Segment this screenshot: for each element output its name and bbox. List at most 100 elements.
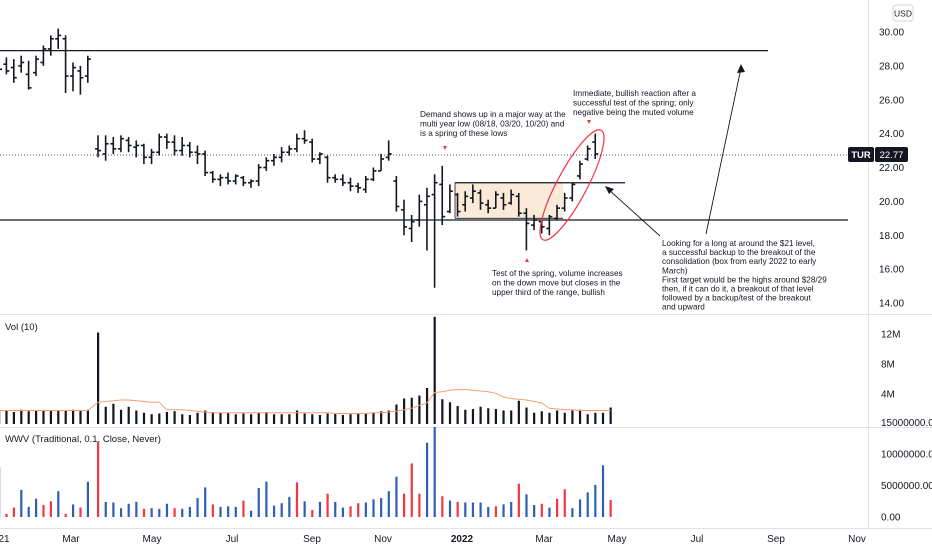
wwv-bar bbox=[342, 508, 344, 517]
price-pane[interactable] bbox=[0, 0, 868, 314]
volume-bar bbox=[227, 413, 229, 424]
wwv-bar bbox=[495, 506, 497, 517]
volume-bar bbox=[548, 413, 550, 424]
volume-bar bbox=[464, 410, 466, 424]
wwv-tick-label: 10000000.00 bbox=[881, 450, 932, 461]
time-tick-label: Mar bbox=[535, 534, 553, 545]
volume-bar bbox=[235, 414, 237, 424]
wwv-axis: 15000000.0010000000.005000000.000.00 bbox=[881, 418, 932, 524]
volume-bar bbox=[587, 414, 589, 424]
volume-bar bbox=[128, 407, 130, 424]
volume-bar bbox=[457, 406, 459, 424]
volume-bar bbox=[189, 415, 191, 424]
wwv-bar bbox=[135, 502, 137, 517]
volume-bar bbox=[571, 411, 573, 425]
price-tick-label: 26.00 bbox=[879, 95, 904, 106]
spring-note-line: is a spring of these lows bbox=[420, 129, 507, 138]
volume-bar bbox=[610, 408, 612, 425]
volume-bar bbox=[403, 399, 405, 425]
wwv-bar bbox=[13, 508, 15, 517]
plan-note: Looking for a long at around the $21 lev… bbox=[662, 239, 829, 312]
wwv-bar bbox=[525, 494, 527, 517]
wwv-bar bbox=[480, 503, 482, 517]
volume-bar bbox=[304, 414, 306, 425]
wwv-bar bbox=[273, 506, 275, 517]
wwv-bar bbox=[181, 509, 183, 517]
time-tick-label: Sep bbox=[767, 534, 785, 545]
wwv-bar bbox=[334, 502, 336, 517]
wwv-bar bbox=[510, 502, 512, 517]
wwv-bar bbox=[112, 503, 114, 517]
price-axis[interactable]: 30.0028.0026.0024.0022.0020.0018.0016.00… bbox=[879, 28, 904, 310]
wwv-bar bbox=[434, 427, 436, 517]
currency-badge[interactable]: USD bbox=[893, 5, 913, 21]
wwv-bar bbox=[395, 477, 397, 517]
range-box-fill bbox=[455, 183, 563, 219]
volume-bar bbox=[487, 408, 489, 424]
wwv-bar bbox=[219, 507, 221, 517]
wwv-bar bbox=[502, 504, 504, 517]
volume-bar bbox=[349, 414, 351, 424]
wwv-bar bbox=[372, 499, 374, 517]
wwv-bar bbox=[128, 504, 130, 517]
volume-bar bbox=[273, 414, 275, 424]
volume-bar bbox=[13, 412, 15, 424]
wwv-bar bbox=[35, 499, 37, 517]
wwv-bar bbox=[487, 507, 489, 517]
plan-note-line: First target would be the highs around $… bbox=[662, 275, 827, 284]
test-note-line: upper third of the range, bullish bbox=[492, 288, 605, 297]
reaction-note-line: Immediate, bullish reaction after a bbox=[573, 89, 696, 98]
volume-bar bbox=[441, 399, 443, 424]
volume-bar bbox=[79, 411, 81, 425]
volume-bar bbox=[87, 410, 89, 424]
volume-bar bbox=[120, 410, 122, 424]
wwv-bar bbox=[189, 507, 191, 517]
wwv-bar bbox=[288, 497, 290, 517]
wwv-bar bbox=[319, 502, 321, 517]
plan-note-line: March) bbox=[662, 266, 688, 275]
reaction-note: Immediate, bullish reaction after a succ… bbox=[573, 89, 698, 117]
volume-bar bbox=[112, 404, 114, 424]
reaction-note-line: successful test of the spring; only bbox=[573, 99, 695, 108]
volume-bar bbox=[42, 411, 44, 425]
wwv-bar bbox=[105, 502, 107, 517]
volume-bar bbox=[65, 411, 67, 425]
time-tick-label: Nov bbox=[374, 534, 392, 545]
volume-bar bbox=[151, 414, 153, 424]
time-tick-label: May bbox=[608, 534, 627, 545]
volume-bar bbox=[281, 414, 283, 424]
wwv-bar bbox=[418, 494, 420, 517]
time-tick-label: May bbox=[143, 534, 162, 545]
volume-bar bbox=[480, 407, 482, 424]
time-tick-label: 21 bbox=[0, 534, 10, 545]
plan-note-line: Looking for a long at around the $21 lev… bbox=[662, 239, 815, 248]
time-tick-label: Jul bbox=[691, 534, 704, 545]
time-tick-label: Nov bbox=[848, 534, 866, 545]
plan-note-line: and upward bbox=[662, 303, 705, 312]
volume-bar bbox=[472, 409, 474, 424]
wwv-bar bbox=[365, 503, 367, 517]
wwv-bar bbox=[548, 508, 550, 517]
wwv-pane[interactable]: WWV (Traditional, 0.1, Close, Never) bbox=[0, 427, 612, 517]
wwv-tick-label: 5000000.00 bbox=[881, 481, 932, 492]
volume-bar bbox=[342, 415, 344, 424]
volume-bar bbox=[541, 411, 543, 424]
wwv-bar bbox=[564, 489, 566, 517]
wwv-bar bbox=[388, 491, 390, 517]
wwv-bar bbox=[426, 443, 428, 517]
wwv-bar bbox=[541, 504, 543, 517]
wwv-bar bbox=[151, 508, 153, 517]
wwv-bar bbox=[594, 485, 596, 517]
wwv-bar bbox=[212, 504, 214, 517]
volume-bar bbox=[258, 413, 260, 424]
volume-pane[interactable]: Vol (10) bbox=[0, 317, 612, 424]
plan-note-line: consolidation (box from early 2022 to ea… bbox=[662, 257, 817, 266]
volume-bar bbox=[57, 411, 59, 425]
volume-bar bbox=[510, 411, 512, 425]
price-tick-label: 24.00 bbox=[879, 129, 904, 140]
wwv-bar bbox=[97, 442, 99, 517]
volume-bar bbox=[219, 413, 221, 424]
price-tick-label: 20.00 bbox=[879, 197, 904, 208]
